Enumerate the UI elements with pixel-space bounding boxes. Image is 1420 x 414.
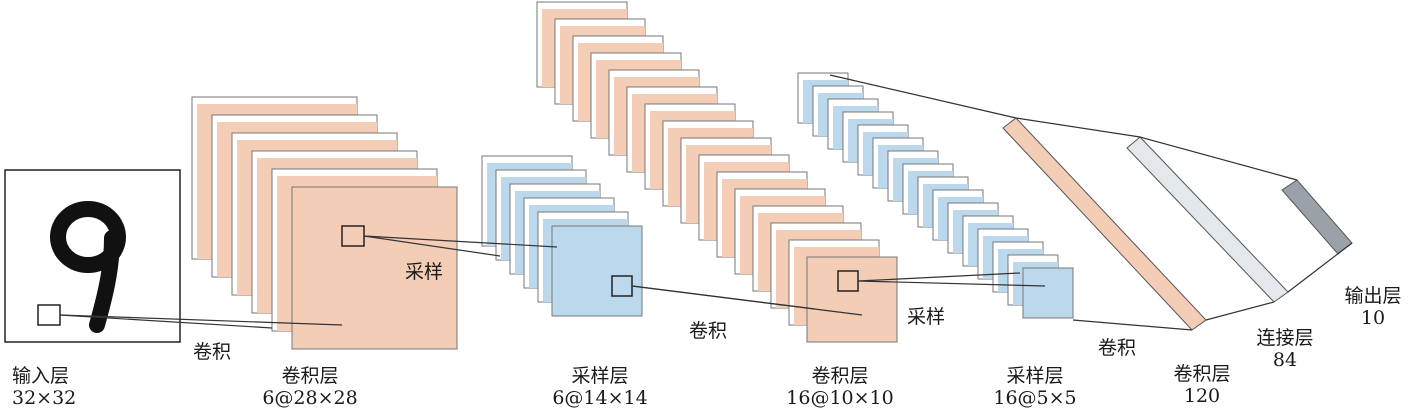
label-output-layer-name: 输出层 [1344, 285, 1402, 307]
op-subsampling-1: 采样 [405, 261, 444, 283]
label-pool2-layer-size: 16@5×5 [993, 387, 1077, 409]
label-pool2-layer: 采样层 16@5×5 [975, 365, 1095, 409]
pool1-map-6 [551, 225, 643, 317]
label-conv1-layer: 卷积层 6@28×28 [250, 365, 370, 409]
label-conv1-layer-size: 6@28×28 [262, 387, 358, 409]
label-conv2-layer-name: 卷积层 [811, 365, 869, 387]
label-input-layer: 输入层 32×32 [12, 365, 102, 409]
label-pool1-layer: 采样层 6@14×14 [540, 365, 660, 409]
op-convolution-2: 卷积 [689, 320, 728, 342]
op-convolution-1: 卷积 [193, 341, 232, 363]
label-fc-layer: 连接层 84 [1240, 327, 1330, 371]
label-pool1-layer-size: 6@14×14 [552, 387, 648, 409]
op-subsampling-2: 采样 [907, 306, 946, 328]
pool1-feature-maps [481, 155, 643, 317]
label-pool1-layer-name: 采样层 [571, 365, 629, 387]
label-fc-layer-size: 84 [1272, 349, 1298, 371]
conv1-map-6 [291, 186, 458, 350]
label-conv3-layer-size: 120 [1183, 385, 1221, 407]
label-output-layer: 输出层 10 [1330, 285, 1416, 329]
label-fc-layer-name: 连接层 [1256, 327, 1314, 349]
label-conv1-layer-name: 卷积层 [281, 365, 339, 387]
input-image [4, 169, 181, 343]
connection-lines [59, 74, 1353, 331]
label-input-layer-size: 32×32 [12, 387, 77, 409]
conv2-map-16 [806, 256, 898, 343]
conv1-feature-maps [191, 96, 458, 350]
label-conv3-layer-name: 卷积层 [1173, 363, 1231, 385]
pool2-map-16 [1022, 267, 1074, 319]
input-receptive-field [37, 304, 61, 326]
label-conv2-layer-size: 16@10×10 [786, 387, 894, 409]
conv2-feature-maps [536, 1, 898, 343]
label-conv3-layer: 卷积层 120 [1152, 363, 1252, 407]
label-input-layer-name: 输入层 [12, 365, 70, 387]
op-convolution-3: 卷积 [1098, 337, 1137, 359]
label-pool2-layer-name: 采样层 [1006, 365, 1064, 387]
output-10-bar [1281, 179, 1353, 255]
label-output-layer-size: 10 [1360, 307, 1386, 329]
label-conv2-layer: 卷积层 16@10×10 [775, 365, 905, 409]
